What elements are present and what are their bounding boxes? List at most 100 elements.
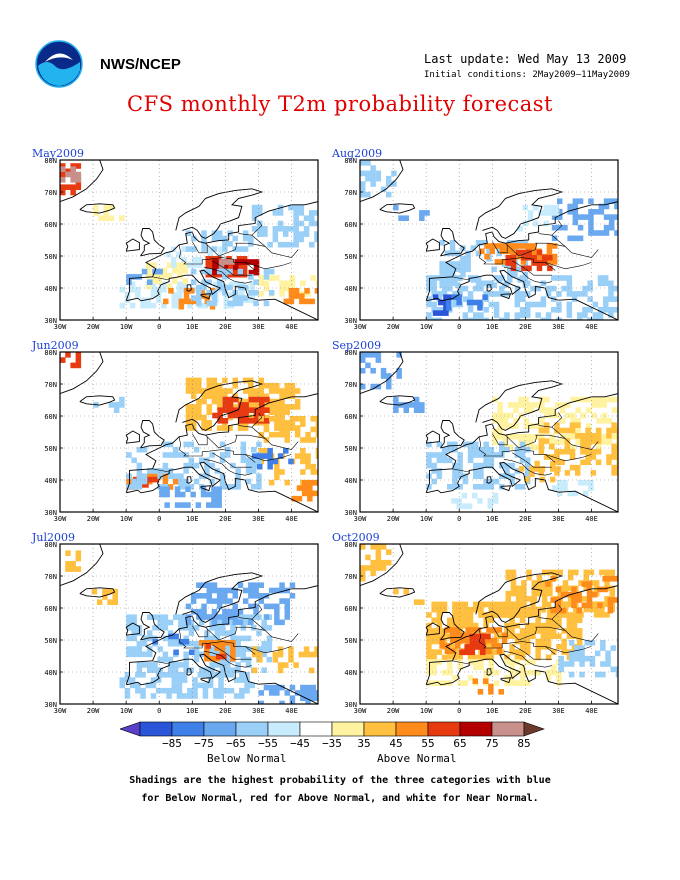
lon-tick-label: 10W xyxy=(420,323,433,331)
map-frame xyxy=(59,543,319,705)
legend-tick-label: 75 xyxy=(485,737,499,750)
lat-tick-label: 30N xyxy=(344,509,357,517)
lat-tick-label: 80N xyxy=(44,541,57,549)
lon-tick-label: 30E xyxy=(552,323,565,331)
lon-tick-label: 30E xyxy=(252,323,265,331)
legend-arrow-left xyxy=(119,721,141,737)
lon-tick-label: 30E xyxy=(252,515,265,523)
lon-tick-label: 20E xyxy=(219,323,232,331)
lon-tick-label: 40E xyxy=(585,515,598,523)
lon-tick-label: 30W xyxy=(54,515,67,523)
legend-swatch xyxy=(459,721,493,737)
legend-swatch xyxy=(491,721,525,737)
map-panel-jun: 80N 70N 60N 50N 40N 30N 30W 20W 10W 0 10E 20E 30E 40E… xyxy=(30,339,330,532)
legend-tick-label: 35 xyxy=(357,737,371,750)
legend-tick-label: −65 xyxy=(226,737,246,750)
legend-tick-label: 45 xyxy=(389,737,403,750)
lat-tick-label: 70N xyxy=(344,189,357,197)
legend-swatch xyxy=(331,721,365,737)
lat-tick-label: 80N xyxy=(44,349,57,357)
lat-tick-label: 40N xyxy=(344,285,357,293)
lon-tick-label: 20W xyxy=(87,323,100,331)
panel-label: Jun2009 xyxy=(32,339,79,352)
legend-arrow-right xyxy=(523,721,545,737)
graticule xyxy=(360,352,618,512)
coastlines xyxy=(60,544,318,704)
lon-tick-label: 40E xyxy=(285,515,298,523)
lat-tick-label: 30N xyxy=(44,701,57,709)
lat-tick-label: 30N xyxy=(44,509,57,517)
legend-colorbar xyxy=(119,721,545,737)
legend-tick-label: −45 xyxy=(290,737,310,750)
lon-tick-label: 30W xyxy=(54,707,67,715)
lat-tick-label: 60N xyxy=(344,413,357,421)
lat-tick-label: 70N xyxy=(344,573,357,581)
lon-tick-label: 10E xyxy=(186,323,199,331)
lat-tick-label: 80N xyxy=(344,157,357,165)
lat-tick-label: 40N xyxy=(344,477,357,485)
legend-tick-label: −35 xyxy=(322,737,342,750)
lat-tick-label: 50N xyxy=(344,445,357,453)
legend-below-label: Below Normal xyxy=(207,752,287,765)
graticule xyxy=(60,352,318,512)
probability-shading xyxy=(360,352,618,512)
map-panel-may: 80N 70N 60N 50N 40N 30N 30W 20W 10W 0 10E 20E 30E 40E… xyxy=(30,147,330,340)
lon-tick-label: 40E xyxy=(585,323,598,331)
legend-swatch xyxy=(235,721,269,737)
lon-tick-label: 20W xyxy=(387,515,400,523)
lat-tick-label: 80N xyxy=(344,541,357,549)
graticule xyxy=(360,160,618,320)
lon-tick-label: 20E xyxy=(519,707,532,715)
legend-swatch xyxy=(267,721,301,737)
legend-above-label: Above Normal xyxy=(377,752,457,765)
lon-tick-label: 10W xyxy=(120,707,133,715)
lon-tick-label: 20E xyxy=(519,323,532,331)
lon-tick-label: 10W xyxy=(420,515,433,523)
color-legend xyxy=(119,720,560,744)
map-frame xyxy=(359,543,619,705)
legend-swatch xyxy=(139,721,173,737)
lon-tick-label: 40E xyxy=(285,323,298,331)
legend-swatch xyxy=(427,721,461,737)
lon-tick-label: 10E xyxy=(486,515,499,523)
lon-tick-label: 0 xyxy=(157,707,161,715)
lon-tick-label: 20E xyxy=(219,707,232,715)
legend-swatch xyxy=(203,721,237,737)
lon-tick-label: 10W xyxy=(420,707,433,715)
lat-tick-label: 60N xyxy=(44,221,57,229)
graticule xyxy=(60,160,318,320)
lat-tick-label: 70N xyxy=(44,381,57,389)
lat-tick-label: 40N xyxy=(44,669,57,677)
probability-shading xyxy=(60,352,318,512)
lat-tick-label: 50N xyxy=(344,637,357,645)
lon-tick-label: 0 xyxy=(457,707,461,715)
panel-label: Jul2009 xyxy=(32,531,76,544)
lon-tick-label: 10E xyxy=(486,707,499,715)
lon-tick-label: 20W xyxy=(387,323,400,331)
probability-shading xyxy=(60,160,318,320)
lat-tick-label: 50N xyxy=(44,253,57,261)
lon-tick-label: 10W xyxy=(120,323,133,331)
lat-tick-label: 70N xyxy=(44,573,57,581)
legend-swatch xyxy=(395,721,429,737)
lat-tick-label: 80N xyxy=(44,157,57,165)
lon-tick-label: 30E xyxy=(552,707,565,715)
legend-swatch xyxy=(171,721,205,737)
lat-tick-label: 60N xyxy=(344,221,357,229)
lat-tick-label: 40N xyxy=(44,285,57,293)
note-line-1: Shadings are the highest probability of … xyxy=(129,775,551,786)
lon-tick-label: 20E xyxy=(219,515,232,523)
probability-shading xyxy=(60,544,318,704)
lon-tick-label: 30W xyxy=(54,323,67,331)
lat-tick-label: 70N xyxy=(344,381,357,389)
lat-tick-label: 70N xyxy=(44,189,57,197)
panel-label: Aug2009 xyxy=(332,147,383,160)
lat-tick-label: 60N xyxy=(344,605,357,613)
lon-tick-label: 0 xyxy=(457,515,461,523)
lon-tick-label: 30W xyxy=(354,707,367,715)
legend-tick-label: 65 xyxy=(453,737,467,750)
